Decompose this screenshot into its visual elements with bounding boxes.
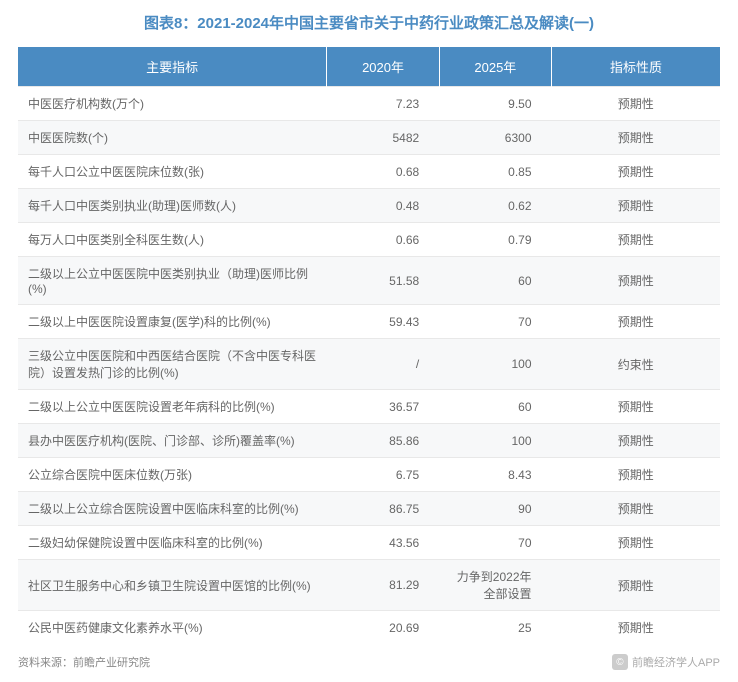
- table-cell: 约束性: [552, 339, 721, 390]
- header-indicator: 主要指标: [18, 47, 327, 87]
- table-cell: /: [327, 339, 439, 390]
- logo-text: 前瞻经济学人APP: [632, 654, 720, 670]
- table-cell: 预期性: [552, 223, 721, 257]
- table-cell: 100: [439, 424, 551, 458]
- table-row: 每千人口公立中医医院床位数(张)0.680.85预期性: [18, 155, 720, 189]
- source-label: 资料来源：前瞻产业研究院: [18, 654, 150, 670]
- table-cell: 二级以上公立综合医院设置中医临床科室的比例(%): [18, 492, 327, 526]
- table-row: 二级以上公立中医医院设置老年病科的比例(%)36.5760预期性: [18, 390, 720, 424]
- table-cell: 预期性: [552, 424, 721, 458]
- table-row: 公民中医药健康文化素养水平(%)20.6925预期性: [18, 611, 720, 645]
- table-cell: 6300: [439, 121, 551, 155]
- logo-block: © 前瞻经济学人APP: [612, 654, 720, 670]
- table-cell: 0.66: [327, 223, 439, 257]
- table-row: 二级妇幼保健院设置中医临床科室的比例(%)43.5670预期性: [18, 526, 720, 560]
- table-row: 县办中医医疗机构(医院、门诊部、诊所)覆盖率(%)85.86100预期性: [18, 424, 720, 458]
- table-cell: 二级妇幼保健院设置中医临床科室的比例(%): [18, 526, 327, 560]
- table-cell: 预期性: [552, 305, 721, 339]
- table-cell: 86.75: [327, 492, 439, 526]
- table-cell: 9.50: [439, 87, 551, 121]
- table-cell: 59.43: [327, 305, 439, 339]
- table-cell: 81.29: [327, 560, 439, 611]
- table-cell: 0.62: [439, 189, 551, 223]
- policy-table: 主要指标 2020年 2025年 指标性质 中医医疗机构数(万个)7.239.5…: [18, 47, 720, 644]
- table-cell: 70: [439, 305, 551, 339]
- chart-title: 图表8：2021-2024年中国主要省市关于中药行业政策汇总及解读(一): [18, 12, 720, 33]
- table-cell: 公民中医药健康文化素养水平(%): [18, 611, 327, 645]
- table-cell: 20.69: [327, 611, 439, 645]
- footer: 资料来源：前瞻产业研究院 © 前瞻经济学人APP: [18, 654, 720, 670]
- table-cell: 100: [439, 339, 551, 390]
- table-cell: 二级以上公立中医医院设置老年病科的比例(%): [18, 390, 327, 424]
- table-cell: 预期性: [552, 155, 721, 189]
- table-cell: 力争到2022年全部设置: [439, 560, 551, 611]
- table-cell: 0.48: [327, 189, 439, 223]
- table-cell: 8.43: [439, 458, 551, 492]
- table-cell: 中医医疗机构数(万个): [18, 87, 327, 121]
- table-cell: 每千人口公立中医医院床位数(张): [18, 155, 327, 189]
- table-cell: 0.68: [327, 155, 439, 189]
- table-cell: 60: [439, 257, 551, 305]
- table-row: 每千人口中医类别执业(助理)医师数(人)0.480.62预期性: [18, 189, 720, 223]
- table-header-row: 主要指标 2020年 2025年 指标性质: [18, 47, 720, 87]
- table-row: 社区卫生服务中心和乡镇卫生院设置中医馆的比例(%)81.29力争到2022年全部…: [18, 560, 720, 611]
- table-cell: 0.79: [439, 223, 551, 257]
- table-row: 公立综合医院中医床位数(万张)6.758.43预期性: [18, 458, 720, 492]
- table-cell: 0.85: [439, 155, 551, 189]
- table-cell: 三级公立中医医院和中西医结合医院（不含中医专科医院）设置发热门诊的比例(%): [18, 339, 327, 390]
- header-2025: 2025年: [439, 47, 551, 87]
- table-cell: 85.86: [327, 424, 439, 458]
- table-cell: 县办中医医疗机构(医院、门诊部、诊所)覆盖率(%): [18, 424, 327, 458]
- table-cell: 6.75: [327, 458, 439, 492]
- table-cell: 36.57: [327, 390, 439, 424]
- table-cell: 90: [439, 492, 551, 526]
- table-cell: 预期性: [552, 257, 721, 305]
- logo-icon: ©: [612, 654, 628, 670]
- table-cell: 25: [439, 611, 551, 645]
- table-cell: 预期性: [552, 611, 721, 645]
- table-row: 二级以上公立中医医院中医类别执业（助理)医师比例(%)51.5860预期性: [18, 257, 720, 305]
- table-cell: 预期性: [552, 87, 721, 121]
- table-row: 每万人口中医类别全科医生数(人)0.660.79预期性: [18, 223, 720, 257]
- table-cell: 每千人口中医类别执业(助理)医师数(人): [18, 189, 327, 223]
- table-cell: 二级以上中医医院设置康复(医学)科的比例(%): [18, 305, 327, 339]
- table-cell: 每万人口中医类别全科医生数(人): [18, 223, 327, 257]
- table-row: 二级以上公立综合医院设置中医临床科室的比例(%)86.7590预期性: [18, 492, 720, 526]
- table-cell: 60: [439, 390, 551, 424]
- table-cell: 预期性: [552, 492, 721, 526]
- table-cell: 中医医院数(个): [18, 121, 327, 155]
- table-cell: 43.56: [327, 526, 439, 560]
- table-cell: 公立综合医院中医床位数(万张): [18, 458, 327, 492]
- table-cell: 预期性: [552, 390, 721, 424]
- table-cell: 51.58: [327, 257, 439, 305]
- table-cell: 7.23: [327, 87, 439, 121]
- table-cell: 二级以上公立中医医院中医类别执业（助理)医师比例(%): [18, 257, 327, 305]
- table-body: 中医医疗机构数(万个)7.239.50预期性中医医院数(个)54826300预期…: [18, 87, 720, 645]
- chart-container: 图表8：2021-2024年中国主要省市关于中药行业政策汇总及解读(一) 主要指…: [0, 0, 738, 682]
- table-cell: 70: [439, 526, 551, 560]
- table-cell: 5482: [327, 121, 439, 155]
- header-nature: 指标性质: [552, 47, 721, 87]
- table-cell: 预期性: [552, 560, 721, 611]
- table-row: 三级公立中医医院和中西医结合医院（不含中医专科医院）设置发热门诊的比例(%)/1…: [18, 339, 720, 390]
- table-row: 二级以上中医医院设置康复(医学)科的比例(%)59.4370预期性: [18, 305, 720, 339]
- table-cell: 预期性: [552, 189, 721, 223]
- table-cell: 社区卫生服务中心和乡镇卫生院设置中医馆的比例(%): [18, 560, 327, 611]
- header-2020: 2020年: [327, 47, 439, 87]
- table-row: 中医医院数(个)54826300预期性: [18, 121, 720, 155]
- table-cell: 预期性: [552, 458, 721, 492]
- table-cell: 预期性: [552, 121, 721, 155]
- table-cell: 预期性: [552, 526, 721, 560]
- table-row: 中医医疗机构数(万个)7.239.50预期性: [18, 87, 720, 121]
